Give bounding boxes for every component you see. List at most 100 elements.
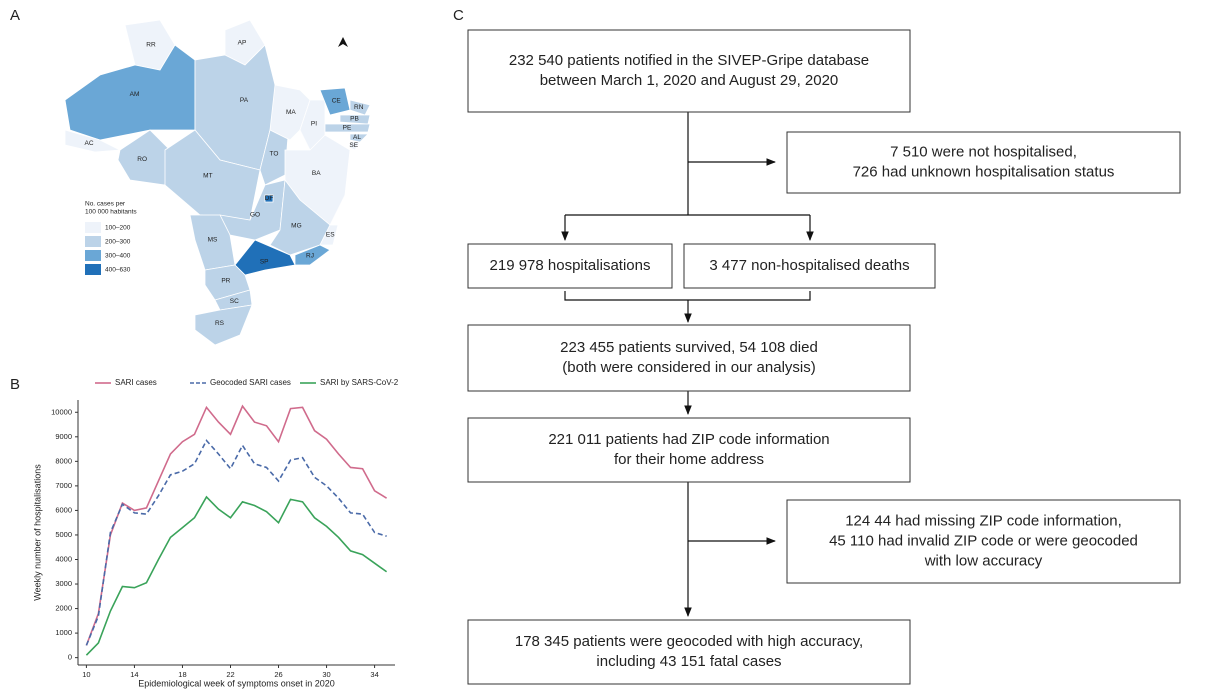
legend-swatch [85,264,101,275]
legend-swatch [85,250,101,261]
legend-label: 200–300 [105,239,131,246]
flow-text: for their home address [614,451,764,468]
state-label: PE [343,125,352,132]
north-arrow [338,37,348,47]
state-label: AC [84,140,93,147]
state-label: MG [291,222,301,229]
y-tick-label: 3000 [55,579,72,588]
state-label: DF [265,195,274,202]
flow-box [786,131,1181,194]
state-label: PR [221,278,230,285]
x-tick-label: 34 [370,670,378,679]
state-label: SP [260,258,269,265]
state-label: RS [215,320,225,327]
flow-box [467,417,911,483]
y-tick-label: 0 [68,653,72,662]
legend-swatch [85,222,101,233]
y-tick-label: 6000 [55,505,72,514]
y-tick-label: 5000 [55,530,72,539]
panel-label: B [10,376,20,393]
state [264,194,274,203]
x-tick-label: 22 [226,670,234,679]
state-label: GO [250,212,260,219]
flow-text: between March 1, 2020 and August 29, 202… [540,72,839,89]
flow-text: 223 455 patients survived, 54 108 died [560,339,818,356]
state-label: PA [240,97,249,104]
state-label: BA [312,170,321,177]
state-label: PI [311,121,317,128]
y-tick-label: 2000 [55,604,72,613]
y-tick-label: 1000 [55,628,72,637]
flow-text: 124 44 had missing ZIP code information, [845,512,1122,529]
state [164,129,261,221]
y-tick-label: 9000 [55,432,72,441]
state-label: RO [137,156,147,163]
x-tick-label: 10 [82,670,90,679]
legend-label: 100–200 [105,225,131,232]
flow-text: with low accuracy [924,552,1043,569]
y-tick-label: 10000 [51,407,72,416]
y-tick-label: 4000 [55,554,72,563]
state [64,129,122,153]
state [324,123,371,133]
flow-text: 232 540 patients notified in the SIVEP-G… [509,52,869,69]
flow-box [467,29,911,113]
state [319,224,339,246]
flow-box [467,324,911,392]
flow-connectors [561,112,814,617]
state-label: SE [349,142,358,149]
state-label: ES [326,232,335,239]
y-tick-label: 8000 [55,456,72,465]
series-line [85,495,388,656]
state-label: MS [208,237,218,244]
flow-text: 221 011 patients had ZIP code informatio… [548,431,829,448]
x-axis-title: Epidemiological week of symptoms onset i… [138,678,335,688]
series-line [85,439,387,646]
legend-swatch [85,236,101,247]
flow-box [683,243,936,289]
legend-label: 400–630 [105,267,131,274]
state-label: MA [286,109,296,116]
state-label: RJ [306,253,314,260]
flow-text: 178 345 patients were geocoded with high… [515,633,863,650]
series-line [85,404,388,646]
state [349,141,361,151]
x-tick-label: 14 [130,670,138,679]
y-tick-label: 7000 [55,481,72,490]
state-label: AL [353,134,361,141]
state-label: PB [350,116,359,123]
y-axis-title: Weekly number of hospitalisations [32,464,42,601]
flow-box [467,619,911,685]
legend-label: SARI cases [115,378,157,387]
flow-text: 3 477 non-hospitalised deaths [709,257,909,274]
state-label: AP [238,40,247,47]
state-label: CE [332,97,342,104]
legend-title: 100 000 habitants [85,209,137,216]
flow-text: (both were considered in our analysis) [562,359,815,376]
flow-box [786,499,1181,584]
flow-text: 7 510 were not hospitalised, [890,143,1077,160]
state [294,244,331,266]
legend-label: 300–400 [105,253,131,260]
state-label: RN [354,104,364,111]
state [194,304,253,346]
flow-text: 45 110 had invalid ZIP code or were geoc… [829,532,1138,549]
flow-text: including 43 151 fatal cases [596,653,781,670]
state-label: MT [203,172,212,179]
x-tick-label: 18 [178,670,186,679]
legend-title: No. cases per [85,201,126,208]
state-label: AM [130,91,140,98]
legend-label: Geocoded SARI cases [210,378,291,387]
state-label: TO [270,151,279,158]
state-label: SC [230,298,239,305]
panel-label: A [10,7,20,24]
panel-label: C [453,7,464,24]
flow-box [467,243,673,289]
legend-label: SARI by SARS-CoV-2 [320,378,399,387]
state-label: RR [146,42,156,49]
state [299,99,326,151]
flow-text: 726 had unknown hospitalisation status [853,163,1115,180]
x-tick-label: 26 [274,670,282,679]
x-tick-label: 30 [322,670,330,679]
